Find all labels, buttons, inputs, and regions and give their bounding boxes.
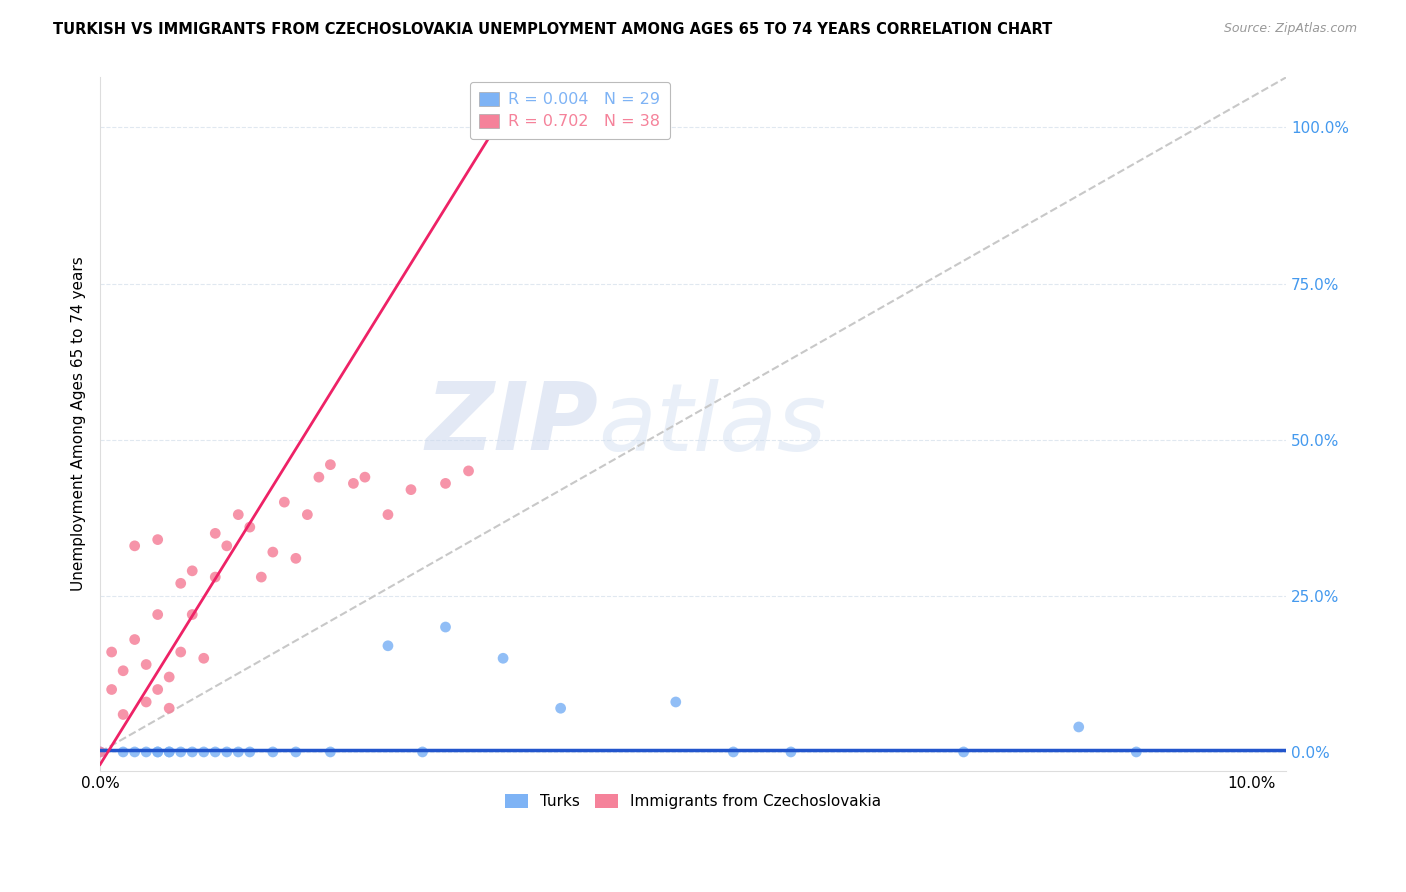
Point (262, 745, 284, 759)
Point (204, 526, 226, 541)
Point (124, 632, 146, 647)
Point (434, 476, 457, 491)
Point (112, 664, 135, 678)
Point (239, 520, 262, 534)
Point (377, 508, 399, 522)
Point (181, 564, 204, 578)
Point (492, 651, 515, 665)
Point (262, 545, 284, 559)
Point (342, 476, 364, 491)
Point (135, 657, 157, 672)
Text: atlas: atlas (598, 378, 827, 469)
Point (193, 651, 215, 665)
Point (100, 682, 122, 697)
Text: ZIP: ZIP (425, 378, 598, 470)
Point (550, 701, 572, 715)
Point (319, 745, 342, 759)
Point (284, 745, 307, 759)
Point (124, 539, 146, 553)
Point (146, 607, 169, 622)
Point (434, 620, 457, 634)
Point (411, 745, 433, 759)
Point (284, 551, 307, 566)
Point (181, 745, 204, 759)
Point (226, 508, 249, 522)
Point (239, 745, 262, 759)
Point (170, 645, 193, 659)
Point (226, 745, 249, 759)
Point (354, 470, 377, 484)
Point (399, 483, 422, 497)
Point (146, 533, 169, 547)
Point (157, 745, 180, 759)
Point (204, 570, 226, 584)
Point (89, 745, 111, 759)
Point (780, 745, 803, 759)
Point (204, 745, 226, 759)
Point (146, 682, 169, 697)
Point (297, 508, 319, 522)
Point (250, 570, 273, 584)
Point (952, 745, 974, 759)
Point (377, 639, 399, 653)
Point (100, 645, 122, 659)
Text: TURKISH VS IMMIGRANTS FROM CZECHOSLOVAKIA UNEMPLOYMENT AMONG AGES 65 TO 74 YEARS: TURKISH VS IMMIGRANTS FROM CZECHOSLOVAKI… (53, 22, 1053, 37)
Point (124, 745, 146, 759)
Point (193, 745, 215, 759)
Point (468, 120, 491, 135)
Point (146, 745, 169, 759)
Point (1067, 720, 1090, 734)
Point (112, 745, 135, 759)
Point (170, 745, 193, 759)
Point (89, 745, 111, 759)
Point (135, 695, 157, 709)
Legend: Turks, Immigrants from Czechoslovakia: Turks, Immigrants from Czechoslovakia (499, 788, 887, 815)
Y-axis label: Unemployment Among Ages 65 to 74 years: Unemployment Among Ages 65 to 74 years (72, 257, 86, 591)
Point (308, 470, 330, 484)
Point (181, 607, 204, 622)
Point (157, 701, 180, 715)
Point (215, 745, 238, 759)
Point (723, 745, 745, 759)
Point (170, 576, 193, 591)
Text: Source: ZipAtlas.com: Source: ZipAtlas.com (1223, 22, 1357, 36)
Point (457, 464, 479, 478)
Point (135, 745, 157, 759)
Point (215, 539, 238, 553)
Point (157, 670, 180, 684)
Point (157, 745, 180, 759)
Point (146, 745, 169, 759)
Point (1125, 745, 1147, 759)
Point (319, 458, 342, 472)
Point (112, 707, 135, 722)
Point (273, 495, 295, 509)
Point (665, 695, 688, 709)
